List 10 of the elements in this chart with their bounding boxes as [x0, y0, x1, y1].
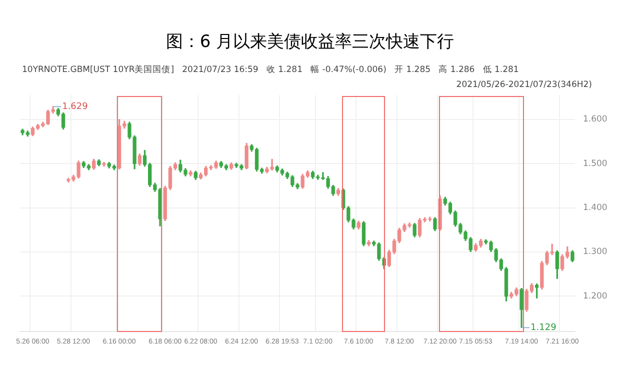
text: 2021/05/26-2021/07/23(346H2) [456, 80, 592, 90]
y-tick-label: 1.200 [583, 291, 608, 302]
y-tick-label: 1.400 [583, 203, 608, 214]
chart-title: 图：6 月以来美债收益率三次快速下行 [164, 31, 456, 53]
annotation: 1.129 [530, 322, 557, 333]
y-tick-label: 1.600 [583, 114, 608, 125]
y-tick-label: 1.300 [583, 247, 608, 258]
text: 10YRNOTE.GBM[UST 10YR美国国债] 2021/07/23 16:59 收 1.281 幅 -0.47%(-0.006) 开 1.285 高 1.286 低 1.281 [22, 64, 519, 76]
y-tick-label: 1.500 [583, 158, 608, 169]
annotation: 1.629 [62, 102, 88, 112]
